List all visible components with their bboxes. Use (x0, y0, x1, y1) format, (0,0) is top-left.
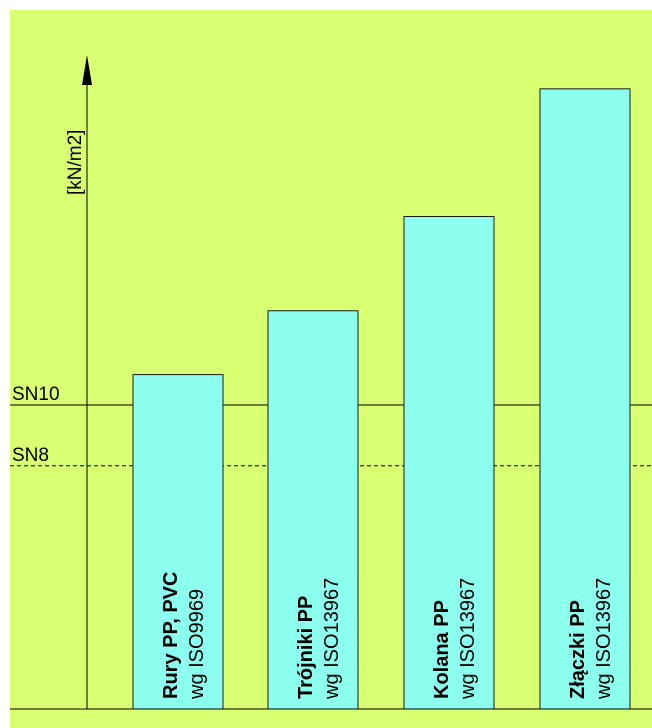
bar-category-label: Rury PP, PVC (160, 572, 182, 699)
bar (132, 374, 224, 710)
y-axis-arrowhead (82, 55, 92, 85)
bar-standard-label: wg ISO9969 (186, 589, 208, 700)
bars: Rury PP, PVC wg ISO9969 Trójniki PP wg ISO1… (132, 88, 631, 710)
bar-category-label: Kolana PP (431, 600, 453, 699)
bar-standard-label: wg ISO13967 (321, 578, 343, 700)
axes: [kN/m2] (10, 55, 652, 710)
reference-label-sn10: SN10 (12, 384, 60, 405)
bar (539, 88, 631, 710)
bar-standard-label: wg ISO13967 (457, 578, 479, 700)
bar (267, 310, 359, 710)
bar-category-label: Złączki PP (567, 600, 589, 699)
reference-label-sn8: SN8 (12, 445, 49, 466)
bar-standard-label: wg ISO13967 (593, 578, 615, 700)
bar (403, 216, 495, 710)
y-axis-label: [kN/m2] (65, 130, 86, 195)
bar-category-label: Trójniki PP (295, 596, 317, 699)
